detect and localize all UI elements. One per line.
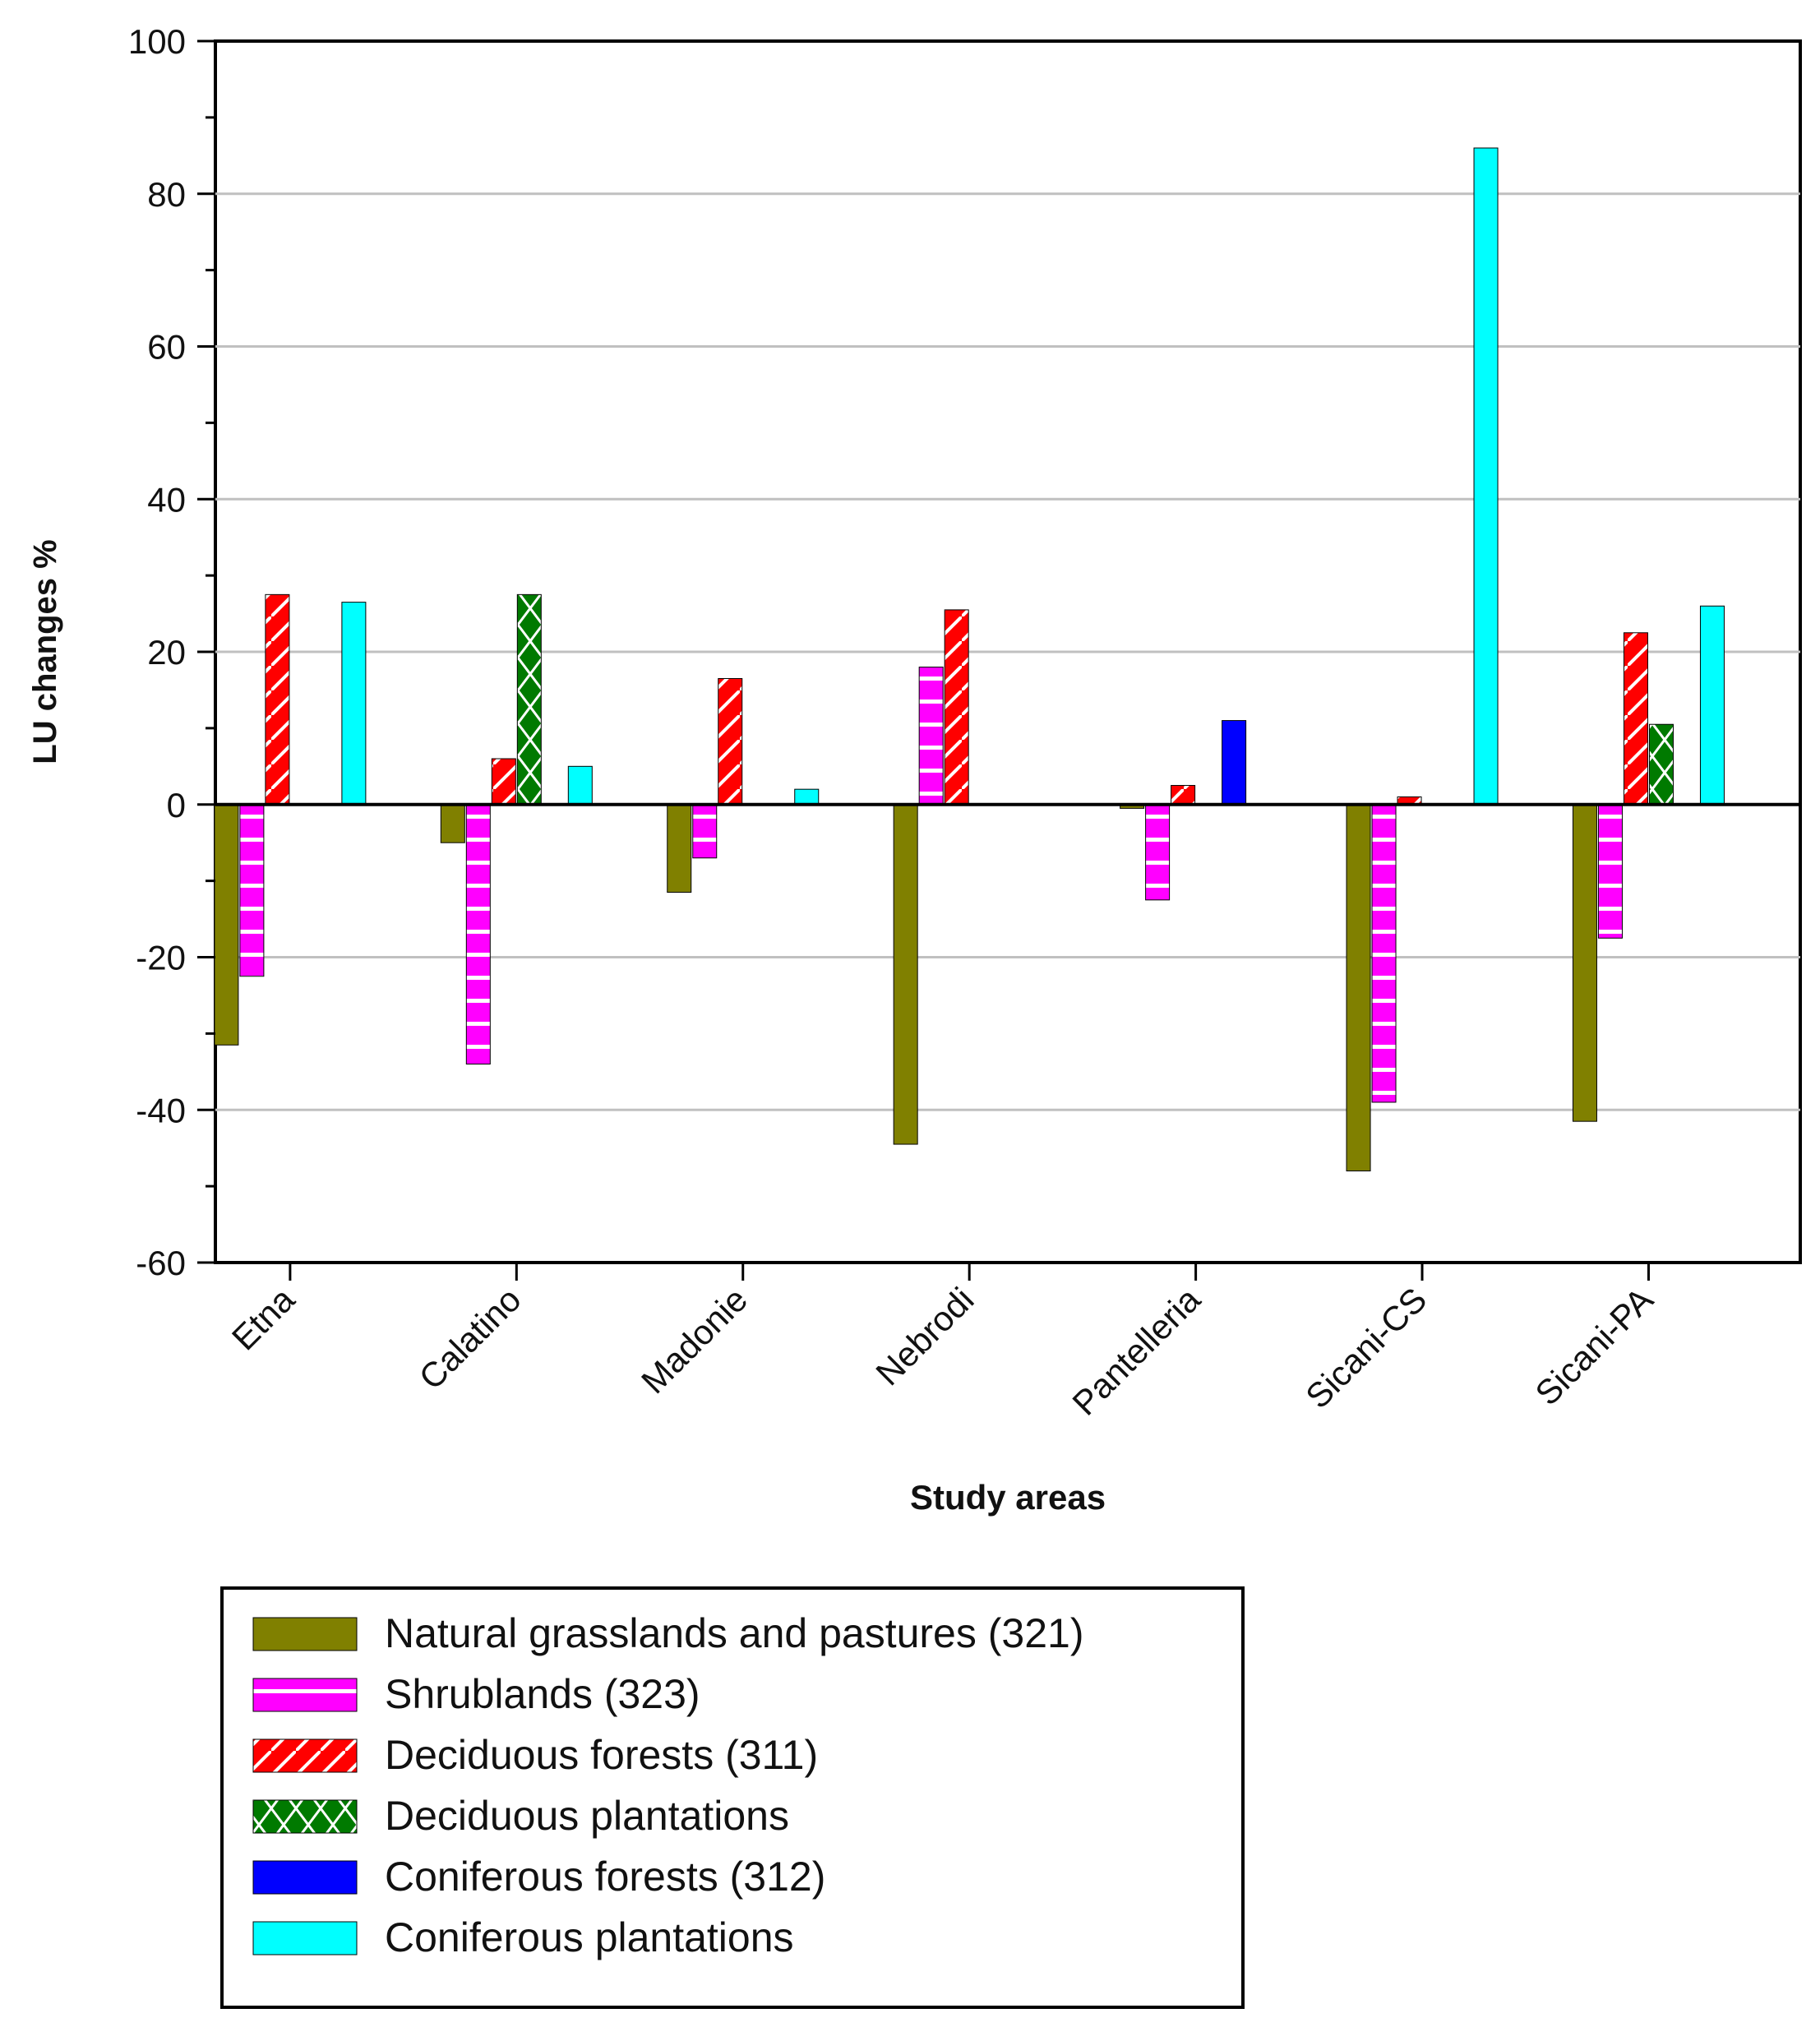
bar — [491, 758, 516, 806]
bar — [893, 804, 918, 1145]
legend-swatch — [252, 1921, 358, 1955]
bar — [1346, 804, 1371, 1172]
legend-swatch — [252, 1799, 358, 1834]
bar — [918, 667, 944, 806]
bar — [667, 804, 692, 893]
x-axis-title: Study areas — [910, 1478, 1106, 1517]
bar — [341, 602, 367, 806]
x-tick-label: Madonie — [634, 1280, 755, 1401]
y-tick-label: 40 — [147, 480, 186, 519]
bar — [1648, 723, 1674, 806]
x-tick-label: Etna — [224, 1280, 303, 1358]
bar — [1171, 785, 1196, 806]
bar — [944, 609, 969, 806]
bar — [1572, 804, 1597, 1122]
y-tick-label: -60 — [136, 1244, 186, 1282]
bar — [1597, 804, 1623, 939]
y-tick-label: 0 — [167, 786, 186, 824]
bar — [692, 804, 718, 859]
legend: Natural grasslands and pastures (321) Shr… — [220, 1586, 1245, 2009]
legend-swatch — [252, 1617, 358, 1651]
y-axis-title: LU changes % — [27, 539, 63, 764]
y-tick-label: 20 — [147, 633, 186, 672]
x-tick-label: Sicani-PA — [1527, 1280, 1660, 1412]
bar — [718, 678, 743, 806]
bar — [794, 788, 820, 806]
y-tick-label: -40 — [136, 1091, 186, 1129]
bar — [265, 593, 290, 806]
x-tick-label: Pantelleria — [1065, 1280, 1208, 1423]
legend-label: Shrublands (323) — [385, 1671, 700, 1717]
bar — [440, 804, 465, 843]
legend-label: Coniferous plantations — [385, 1914, 794, 1960]
legend-swatch — [252, 1738, 358, 1773]
bar — [1623, 632, 1648, 806]
bars — [214, 147, 1725, 1172]
bar — [1145, 804, 1171, 901]
y-tick-label: 100 — [128, 22, 186, 61]
bar — [1371, 804, 1397, 1103]
legend-label: Natural grasslands and pastures (321) — [385, 1610, 1083, 1656]
x-tick-label: Calatino — [411, 1280, 528, 1397]
x-tick-label: Sicani-CS — [1298, 1280, 1434, 1415]
bar — [1222, 720, 1247, 806]
legend-swatch — [252, 1678, 358, 1712]
x-tick-label: Nebrodi — [868, 1280, 981, 1392]
bar — [465, 804, 491, 1065]
legend-box — [220, 1586, 1245, 2009]
bar — [1699, 605, 1725, 806]
bar — [214, 804, 239, 1046]
bar — [239, 804, 265, 977]
bar — [516, 593, 542, 806]
bar — [567, 765, 593, 806]
legend-label: Deciduous plantations — [385, 1793, 789, 1839]
bar — [1473, 147, 1499, 806]
legend-label: Coniferous forests (312) — [385, 1854, 825, 1900]
y-tick-label: 60 — [147, 328, 186, 367]
y-tick-label: -20 — [136, 939, 186, 977]
y-tick-label: 80 — [147, 175, 186, 214]
legend-swatch — [252, 1860, 358, 1895]
legend-label: Deciduous forests (311) — [385, 1732, 818, 1778]
